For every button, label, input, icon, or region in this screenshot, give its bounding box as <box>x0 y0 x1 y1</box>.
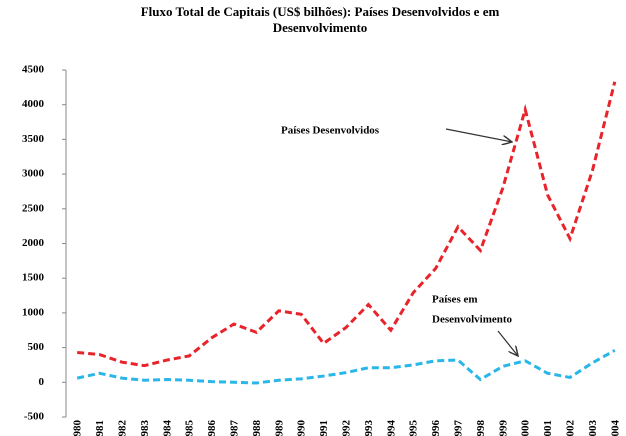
y-tick-label: 2000 <box>22 237 45 249</box>
x-tick-label: 1986 <box>206 420 218 436</box>
x-tick-label: 1982 <box>117 420 129 436</box>
x-tick-label: 1984 <box>161 420 173 436</box>
annotation: Países Desenvolvidos <box>281 125 380 137</box>
series-line <box>77 81 617 368</box>
x-tick-label: 2000 <box>520 420 532 436</box>
x-tick-label: 1996 <box>430 420 442 436</box>
x-tick-label: 1992 <box>341 420 353 436</box>
y-tick-label: -500 <box>24 411 45 423</box>
y-tick-label: 3500 <box>22 133 45 145</box>
x-tick-label: 1993 <box>363 420 375 436</box>
chart-title: Fluxo Total de Capitais (US$ bilhões): P… <box>140 4 500 35</box>
x-tick-label: 2004 <box>609 420 621 436</box>
y-tick-label: 0 <box>39 376 45 388</box>
annotation-arrow <box>445 128 512 142</box>
x-tick-label: 2003 <box>587 420 599 436</box>
x-tick-label: 2002 <box>565 420 577 436</box>
x-tick-label: 1990 <box>296 420 308 436</box>
y-tick-label: 4500 <box>22 64 45 76</box>
y-tick-label: 4000 <box>22 98 45 110</box>
annotation: Países em <box>432 294 478 306</box>
annotation-arrow <box>497 330 518 356</box>
x-tick-label: 1994 <box>385 420 397 436</box>
series-line <box>76 349 616 385</box>
x-tick-label: 1995 <box>408 420 420 436</box>
x-tick-label: 1989 <box>273 420 285 436</box>
x-tick-label: 1999 <box>497 420 509 436</box>
x-tick-label: 1985 <box>184 420 196 436</box>
x-tick-label: 1997 <box>453 420 465 436</box>
x-tick-label: 1998 <box>475 420 487 436</box>
x-tick-label: 1987 <box>229 420 241 436</box>
y-tick-label: 1500 <box>22 272 45 284</box>
x-tick-label: 1983 <box>139 420 151 436</box>
x-tick-label: 1981 <box>94 420 106 436</box>
x-tick-label: 2001 <box>542 420 554 436</box>
x-tick-label: 1988 <box>251 420 263 436</box>
y-tick-label: 3000 <box>22 168 45 180</box>
y-tick-label: 2500 <box>22 202 45 214</box>
y-tick-label: 500 <box>28 341 45 353</box>
x-tick-label: 1991 <box>318 420 330 436</box>
annotation: Desenvolvimento <box>432 314 513 326</box>
y-tick-label: 1000 <box>22 306 45 318</box>
x-tick-label: 1980 <box>72 420 84 436</box>
